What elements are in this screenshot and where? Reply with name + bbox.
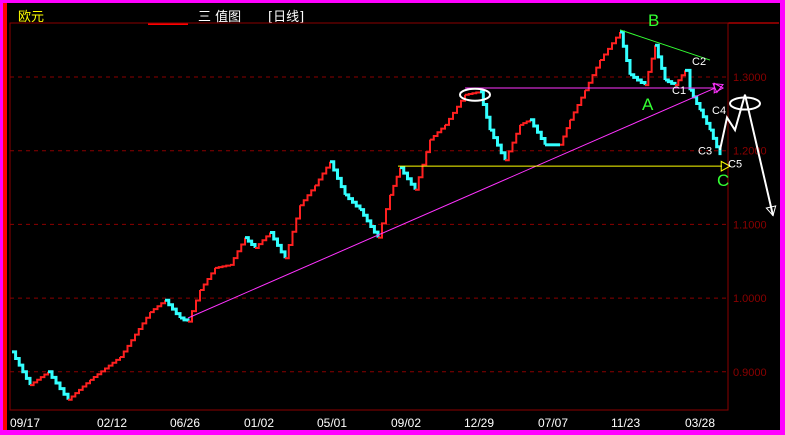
- price-segment: [230, 237, 246, 266]
- price-segment: [570, 90, 586, 121]
- chart-name: 三 值图: [198, 10, 242, 25]
- price-segment: [270, 231, 287, 259]
- x-tick-label: 12/29: [464, 416, 494, 430]
- projection-path: [719, 94, 774, 216]
- price-segment: [200, 267, 216, 291]
- price-segment: [330, 160, 347, 195]
- y-tick-label: 0.9000: [733, 367, 767, 379]
- price-segment: [465, 91, 481, 96]
- price-segment: [150, 300, 166, 314]
- x-tick-label: 02/12: [97, 416, 127, 430]
- price-segment: [415, 139, 431, 191]
- price-segment: [690, 88, 702, 111]
- price-segment: [480, 90, 492, 131]
- highlight-ellipse: [459, 87, 491, 102]
- wave-label-C3: C3: [698, 145, 712, 157]
- x-tick-label: 06/26: [170, 416, 200, 430]
- price-segment: [120, 312, 151, 359]
- x-tick-label: 11/23: [611, 416, 640, 430]
- price-segment: [245, 236, 257, 248]
- price-segment: [645, 45, 656, 87]
- price-segment: [400, 166, 417, 190]
- price-segment: [255, 232, 271, 249]
- price-segment: [665, 78, 677, 86]
- support-arrow-icon: [720, 160, 732, 172]
- price-segment: [390, 167, 401, 196]
- price-segment: [12, 350, 32, 386]
- price-segment: [505, 124, 521, 162]
- projection-arrow-icon: [765, 205, 777, 217]
- price-segment: [378, 194, 391, 239]
- price-segment: [345, 193, 362, 210]
- x-tick-label: 09/17: [10, 416, 40, 430]
- price-segment: [530, 118, 547, 145]
- price-segment: [585, 60, 601, 92]
- x-tick-label: 03/28: [685, 416, 715, 430]
- wave-label-C1: C1: [672, 85, 686, 97]
- highlight-ellipse: [729, 96, 761, 111]
- price-segment: [360, 208, 380, 238]
- top-line-line: [619, 29, 711, 61]
- price-segment: [165, 298, 182, 318]
- price-segment: [490, 128, 507, 161]
- y-tick-label: 1.1000: [733, 219, 767, 231]
- wave-label-C: C: [717, 171, 729, 190]
- price-segment: [560, 119, 571, 146]
- x-tick-label: 07/07: [538, 416, 568, 430]
- wave-label-B: B: [648, 11, 659, 30]
- price-segment: [620, 30, 632, 75]
- price-segment: [445, 94, 466, 126]
- y-tick-label: 1.3000: [733, 72, 767, 84]
- wave-label-C5: C5: [728, 159, 742, 171]
- resistance-arrow-icon: [713, 82, 725, 94]
- wave-label-A: A: [642, 95, 654, 114]
- price-segment: [300, 185, 316, 207]
- price-segment: [188, 289, 201, 323]
- price-segment: [285, 205, 301, 260]
- price-segment: [685, 68, 692, 91]
- price-segment: [630, 73, 647, 86]
- price-segment: [90, 357, 121, 381]
- price-segment: [30, 371, 49, 387]
- y-tick-label: 1.0000: [733, 293, 767, 305]
- y-tick-label: 1.2000: [733, 146, 767, 158]
- period-label[interactable]: [日线]: [268, 10, 305, 25]
- price-segment: [215, 264, 231, 269]
- price-segment: [48, 370, 70, 400]
- trendline-A-line: [187, 87, 716, 319]
- price-segment: [180, 316, 190, 322]
- x-tick-label: 05/01: [317, 416, 347, 430]
- price-segment: [600, 32, 621, 62]
- symbol-label: 欧元: [18, 10, 45, 25]
- price-segment: [655, 43, 667, 80]
- price-segment: [520, 119, 531, 126]
- x-tick-label: 09/02: [391, 416, 421, 430]
- price-segment: [68, 379, 91, 401]
- chart-panel: [3, 3, 780, 430]
- plot-border: [9, 22, 729, 411]
- price-segment: [430, 124, 446, 141]
- price-segment: [675, 70, 686, 87]
- price-segment: [700, 108, 712, 131]
- wave-label-C4: C4: [712, 105, 726, 117]
- x-tick-label: 01/02: [244, 416, 274, 430]
- price-segment: [315, 161, 331, 187]
- wave-label-C2: C2: [692, 56, 706, 68]
